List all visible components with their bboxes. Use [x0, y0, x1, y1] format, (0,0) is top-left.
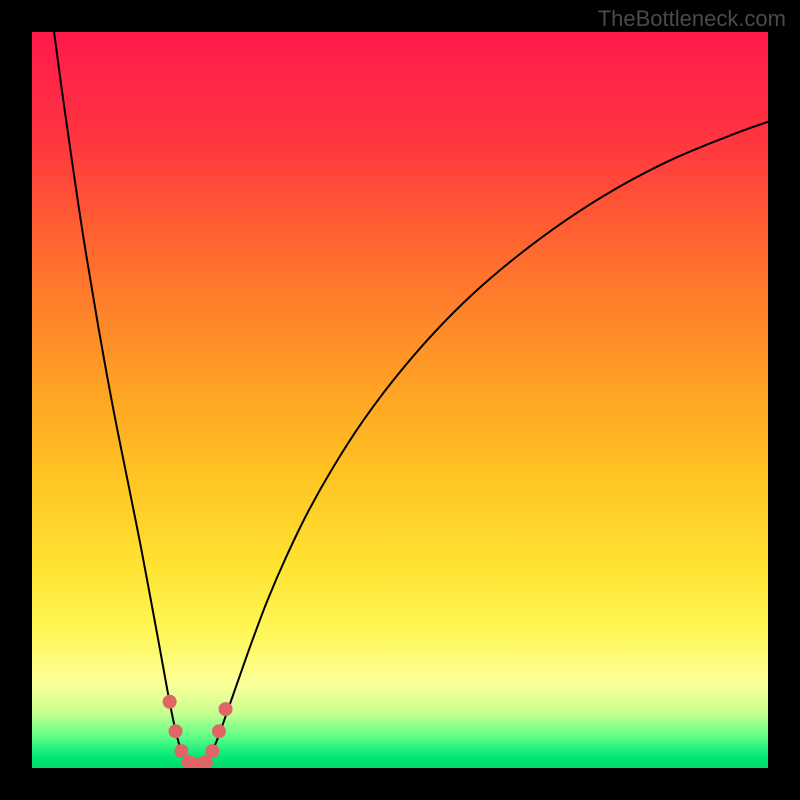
chart-plot-area	[32, 32, 768, 768]
chart-svg	[32, 32, 768, 768]
watermark-text: TheBottleneck.com	[598, 6, 786, 32]
marker-point	[219, 702, 233, 716]
marker-point	[205, 744, 219, 758]
marker-point	[163, 695, 177, 709]
marker-point	[212, 724, 226, 738]
marker-point	[169, 724, 183, 738]
chart-background	[32, 32, 768, 768]
